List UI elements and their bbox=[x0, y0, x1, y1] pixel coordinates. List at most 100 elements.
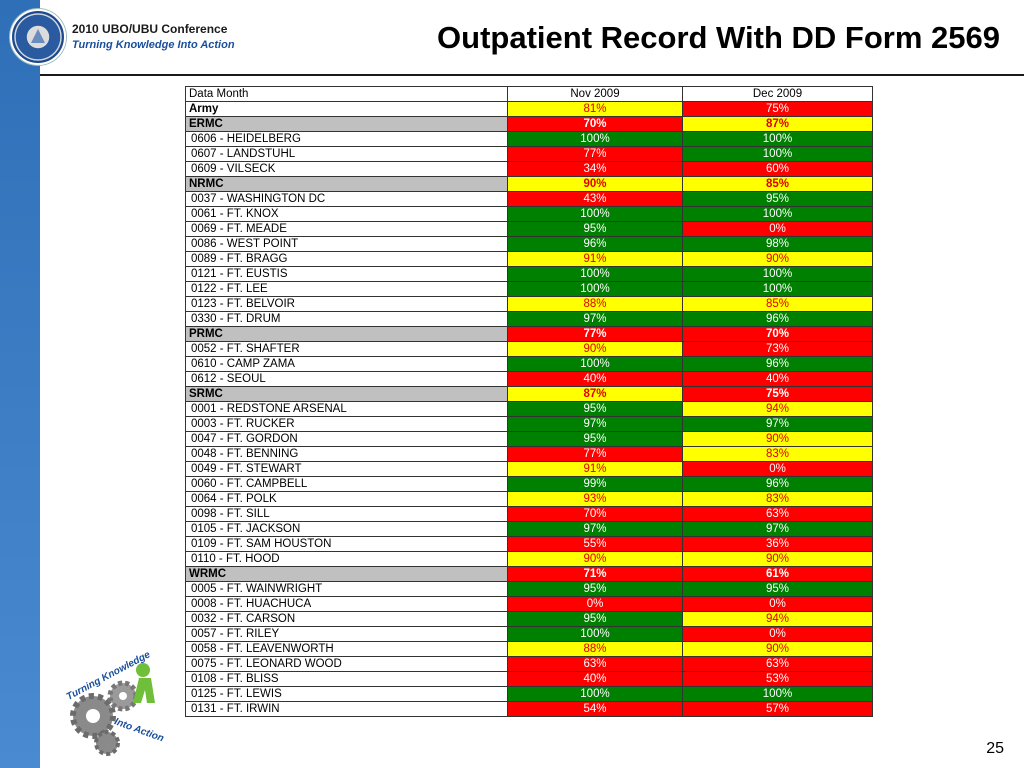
row-label: NRMC bbox=[185, 176, 508, 192]
row-label: 0008 - FT. HUACHUCA bbox=[185, 596, 508, 612]
table-row: 0047 - FT. GORDON 95% 90% bbox=[185, 431, 873, 447]
compliance-table: Data Month Nov 2009 Dec 2009 Army 81% 75% E… bbox=[185, 86, 873, 717]
row-label: 0108 - FT. BLISS bbox=[185, 671, 508, 687]
conference-name: 2010 UBO/UBU Conference bbox=[72, 22, 228, 36]
dec-2009-value: 95% bbox=[682, 581, 873, 597]
row-label: 0058 - FT. LEAVENWORTH bbox=[185, 641, 508, 657]
title-divider bbox=[40, 74, 1024, 76]
slide-header: 2010 UBO/UBU Conference Turning Knowledg… bbox=[0, 0, 1024, 74]
row-label: 0131 - FT. IRWIN bbox=[185, 701, 508, 717]
table-row: 0131 - FT. IRWIN 54% 57% bbox=[185, 701, 873, 717]
dec-2009-value: 90% bbox=[682, 431, 873, 447]
nov-2009-value: 40% bbox=[507, 671, 683, 687]
table-row: 0606 - HEIDELBERG 100% 100% bbox=[185, 131, 873, 147]
dec-2009-value: 95% bbox=[682, 191, 873, 207]
dec-2009-value: 75% bbox=[682, 386, 873, 402]
dec-2009-value: 90% bbox=[682, 641, 873, 657]
nov-2009-value: 100% bbox=[507, 266, 683, 282]
region-summary-row: NRMC 90% 85% bbox=[185, 176, 873, 192]
dec-2009-value: 36% bbox=[682, 536, 873, 552]
table-row: 0037 - WASHINGTON DC 43% 95% bbox=[185, 191, 873, 207]
row-label: 0047 - FT. GORDON bbox=[185, 431, 508, 447]
dec-2009-value: 63% bbox=[682, 506, 873, 522]
nov-2009-value: 100% bbox=[507, 131, 683, 147]
nov-2009-value: 97% bbox=[507, 521, 683, 537]
row-label: 0105 - FT. JACKSON bbox=[185, 521, 508, 537]
dec-2009-value: 70% bbox=[682, 326, 873, 342]
nov-2009-value: 71% bbox=[507, 566, 683, 582]
table-row: 0032 - FT. CARSON 95% 94% bbox=[185, 611, 873, 627]
dec-2009-value: 97% bbox=[682, 416, 873, 432]
row-label: 0610 - CAMP ZAMA bbox=[185, 356, 508, 372]
table-row: 0001 - REDSTONE ARSENAL 95% 94% bbox=[185, 401, 873, 417]
dec-2009-value: 98% bbox=[682, 236, 873, 252]
table-row: 0058 - FT. LEAVENWORTH 88% 90% bbox=[185, 641, 873, 657]
nov-2009-value: 43% bbox=[507, 191, 683, 207]
dec-2009-value: 73% bbox=[682, 341, 873, 357]
dec-2009-value: 94% bbox=[682, 401, 873, 417]
row-label: 0052 - FT. SHAFTER bbox=[185, 341, 508, 357]
table-row: 0109 - FT. SAM HOUSTON 55% 36% bbox=[185, 536, 873, 552]
dec-2009-value: 87% bbox=[682, 116, 873, 132]
table-row: 0008 - FT. HUACHUCA 0% 0% bbox=[185, 596, 873, 612]
nov-2009-value: 54% bbox=[507, 701, 683, 717]
compliance-table-container: Data Month Nov 2009 Dec 2009 Army 81% 75% E… bbox=[185, 86, 873, 717]
table-row: 0330 - FT. DRUM 97% 96% bbox=[185, 311, 873, 327]
dec-2009-value: 100% bbox=[682, 131, 873, 147]
nov-2009-value: 90% bbox=[507, 341, 683, 357]
row-label: 0049 - FT. STEWART bbox=[185, 461, 508, 477]
table-row: 0069 - FT. MEADE 95% 0% bbox=[185, 221, 873, 237]
table-row: 0057 - FT. RILEY 100% 0% bbox=[185, 626, 873, 642]
column-header-dec-2009: Dec 2009 bbox=[682, 86, 873, 102]
row-label: 0089 - FT. BRAGG bbox=[185, 251, 508, 267]
dec-2009-value: 94% bbox=[682, 611, 873, 627]
dec-2009-value: 75% bbox=[682, 101, 873, 117]
dec-2009-value: 61% bbox=[682, 566, 873, 582]
figure-body-icon bbox=[133, 678, 155, 703]
logo-text-line2: Into Action bbox=[113, 716, 165, 744]
dec-2009-value: 85% bbox=[682, 176, 873, 192]
row-label: 0109 - FT. SAM HOUSTON bbox=[185, 536, 508, 552]
dec-2009-value: 96% bbox=[682, 476, 873, 492]
row-label: 0075 - FT. LEONARD WOOD bbox=[185, 656, 508, 672]
table-row: 0108 - FT. BLISS 40% 53% bbox=[185, 671, 873, 687]
left-accent-bar bbox=[0, 0, 40, 768]
row-label: ERMC bbox=[185, 116, 508, 132]
dec-2009-value: 97% bbox=[682, 521, 873, 537]
turning-knowledge-logo: Turning Knowledge Into Action bbox=[65, 649, 165, 756]
row-label: 0001 - REDSTONE ARSENAL bbox=[185, 401, 508, 417]
row-label: PRMC bbox=[185, 326, 508, 342]
row-label: Army bbox=[185, 101, 508, 117]
row-label: 0609 - VILSECK bbox=[185, 161, 508, 177]
table-row: 0052 - FT. SHAFTER 90% 73% bbox=[185, 341, 873, 357]
nov-2009-value: 100% bbox=[507, 281, 683, 297]
row-label: 0005 - FT. WAINWRIGHT bbox=[185, 581, 508, 597]
nov-2009-value: 91% bbox=[507, 461, 683, 477]
nov-2009-value: 95% bbox=[507, 431, 683, 447]
page-number: 25 bbox=[986, 740, 1004, 757]
row-label: 0098 - FT. SILL bbox=[185, 506, 508, 522]
table-row: 0005 - FT. WAINWRIGHT 95% 95% bbox=[185, 581, 873, 597]
dec-2009-value: 57% bbox=[682, 701, 873, 717]
dod-seal-icon bbox=[10, 9, 66, 65]
nov-2009-value: 81% bbox=[507, 101, 683, 117]
nov-2009-value: 63% bbox=[507, 656, 683, 672]
table-row: 0089 - FT. BRAGG 91% 90% bbox=[185, 251, 873, 267]
table-body: Army 81% 75% ERMC 70% 87% 0606 - HEIDELBERG 100… bbox=[185, 101, 873, 717]
dec-2009-value: 96% bbox=[682, 311, 873, 327]
row-label: 0123 - FT. BELVOIR bbox=[185, 296, 508, 312]
table-row: 0612 - SEOUL 40% 40% bbox=[185, 371, 873, 387]
dec-2009-value: 83% bbox=[682, 446, 873, 462]
nov-2009-value: 77% bbox=[507, 146, 683, 162]
row-label: 0125 - FT. LEWIS bbox=[185, 686, 508, 702]
table-row: 0098 - FT. SILL 70% 63% bbox=[185, 506, 873, 522]
gear-icon-bottom bbox=[94, 730, 120, 756]
row-label: SRMC bbox=[185, 386, 508, 402]
column-header-data-month: Data Month bbox=[185, 86, 508, 102]
nov-2009-value: 95% bbox=[507, 401, 683, 417]
nov-2009-value: 55% bbox=[507, 536, 683, 552]
dec-2009-value: 100% bbox=[682, 206, 873, 222]
nov-2009-value: 96% bbox=[507, 236, 683, 252]
row-label: 0061 - FT. KNOX bbox=[185, 206, 508, 222]
dec-2009-value: 63% bbox=[682, 656, 873, 672]
